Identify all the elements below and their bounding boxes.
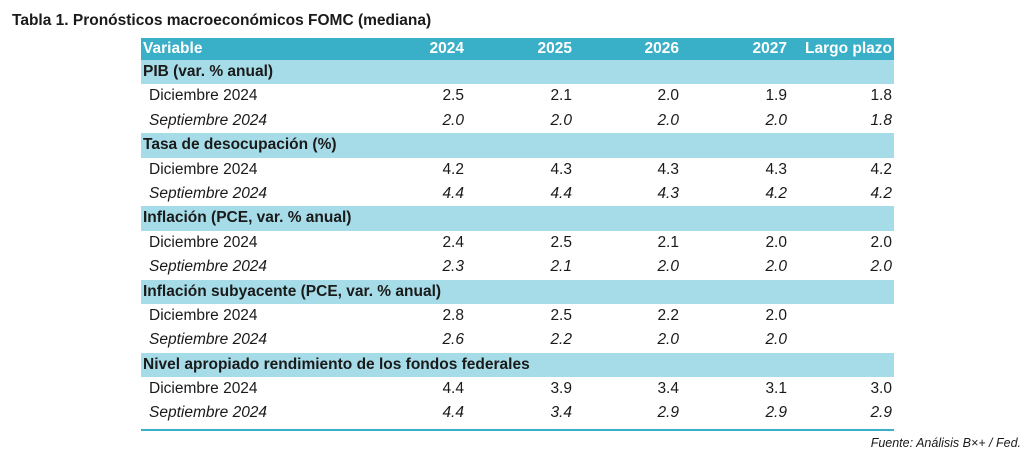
forecast-table: Variable 2024 2025 2026 2027 Largo plazo… xyxy=(141,38,894,431)
table-cell: 2.1 xyxy=(550,87,572,105)
table-cell: 4.3 xyxy=(657,160,679,178)
table-cell: 4.3 xyxy=(550,160,572,178)
table-cell: 2.0 xyxy=(657,111,679,129)
table-row: Diciembre 2024 2.8 2.5 2.2 2.0 xyxy=(141,304,894,328)
table-cell: 4.2 xyxy=(870,160,892,178)
table-cell: 2.0 xyxy=(765,258,787,276)
header-col: 2027 xyxy=(752,40,787,57)
header-col: 2025 xyxy=(537,40,572,57)
row-label: Septiembre 2024 xyxy=(149,331,268,349)
table-cell: 4.4 xyxy=(442,404,464,422)
table-cell: 4.2 xyxy=(870,184,892,202)
table-cell: 2.5 xyxy=(550,306,572,324)
table-cell: 1.8 xyxy=(870,87,892,105)
table-cell: 2.8 xyxy=(442,306,464,324)
section-title: Inflación (PCE, var. % anual) xyxy=(143,209,352,227)
table-row: Septiembre 2024 4.4 4.4 4.3 4.2 4.2 xyxy=(141,182,894,206)
table-cell: 2.9 xyxy=(765,404,787,422)
table-cell: 2.0 xyxy=(870,258,892,276)
table-body: PIB (var. % anual) Diciembre 2024 2.5 2.1 2.… xyxy=(141,60,894,426)
table-row: Diciembre 2024 4.4 3.9 3.4 3.1 3.0 xyxy=(141,377,894,401)
table-cell: 2.0 xyxy=(657,331,679,349)
table-cell: 1.9 xyxy=(765,87,787,105)
source-note: Fuente: Análisis B×+ / Fed. xyxy=(870,436,1021,450)
table-cell: 2.9 xyxy=(870,404,892,422)
table-cell: 2.4 xyxy=(442,233,464,251)
table-row: Diciembre 2024 2.5 2.1 2.0 1.9 1.8 xyxy=(141,84,894,108)
table-cell: 2.3 xyxy=(442,258,464,276)
table-cell: 2.1 xyxy=(550,258,572,276)
table-cell: 4.3 xyxy=(657,184,679,202)
row-label: Septiembre 2024 xyxy=(149,111,268,129)
table-cell: 2.6 xyxy=(442,331,464,349)
table-cell: 2.0 xyxy=(765,111,787,129)
row-label: Diciembre 2024 xyxy=(149,306,258,324)
table-row: Septiembre 2024 2.0 2.0 2.0 2.0 1.8 xyxy=(141,109,894,133)
table-cell: 4.3 xyxy=(765,160,787,178)
section-title: PIB (var. % anual) xyxy=(143,63,274,80)
row-label: Septiembre 2024 xyxy=(149,184,268,202)
table-cell: 3.9 xyxy=(550,380,572,398)
table-cell: 3.1 xyxy=(765,380,787,398)
row-label: Septiembre 2024 xyxy=(149,404,268,422)
table-cell: 4.2 xyxy=(765,184,787,202)
table-title: Tabla 1. Pronósticos macroeconómicos FOM… xyxy=(12,12,432,29)
table-cell: 2.1 xyxy=(657,233,679,251)
table-row: Diciembre 2024 2.4 2.5 2.1 2.0 2.0 xyxy=(141,231,894,255)
header-col: Largo plazo xyxy=(805,40,892,57)
section-row: Nivel apropiado rendimiento de los fondo… xyxy=(141,352,894,378)
table-cell: 3.0 xyxy=(870,380,892,398)
section-title: Nivel apropiado rendimiento de los fondo… xyxy=(143,355,530,373)
table-cell: 4.2 xyxy=(442,160,464,178)
table-cell: 2.2 xyxy=(657,306,679,324)
table-cell: 2.5 xyxy=(550,233,572,251)
table-cell: 2.0 xyxy=(657,87,679,105)
table-cell: 2.0 xyxy=(765,233,787,251)
header-col: 2024 xyxy=(429,40,464,57)
table-cell: 2.0 xyxy=(870,233,892,251)
table-cell: 2.2 xyxy=(550,331,572,349)
section-title: Tasa de desocupación (%) xyxy=(143,136,337,154)
section-row: PIB (var. % anual) xyxy=(141,60,894,85)
table-cell: 3.4 xyxy=(550,404,572,422)
section-row: Tasa de desocupación (%) xyxy=(141,133,894,158)
table-cell: 2.0 xyxy=(765,331,787,349)
table-row: Septiembre 2024 2.6 2.2 2.0 2.0 xyxy=(141,328,894,352)
table-cell: 4.4 xyxy=(442,184,464,202)
table-cell: 2.5 xyxy=(442,87,464,105)
row-label: Diciembre 2024 xyxy=(149,233,258,251)
table-cell: 4.4 xyxy=(442,380,464,398)
section-row: Inflación subyacente (PCE, var. % anual) xyxy=(141,279,894,304)
section-row: Inflación (PCE, var. % anual) xyxy=(141,206,894,231)
section-title: Inflación subyacente (PCE, var. % anual) xyxy=(143,282,442,300)
table-bottom-rule xyxy=(141,428,894,431)
table-row: Diciembre 2024 4.2 4.3 4.3 4.3 4.2 xyxy=(141,158,894,182)
table-cell: 2.0 xyxy=(657,258,679,276)
row-label: Septiembre 2024 xyxy=(149,258,268,276)
table-row: Septiembre 2024 2.3 2.1 2.0 2.0 2.0 xyxy=(141,255,894,279)
row-label: Diciembre 2024 xyxy=(149,160,258,178)
table-cell: 1.8 xyxy=(870,111,892,129)
header-col: 2026 xyxy=(644,40,679,57)
header-variable: Variable xyxy=(143,40,203,57)
table-cell: 3.4 xyxy=(657,380,679,398)
table-cell: 4.4 xyxy=(550,184,572,202)
row-label: Diciembre 2024 xyxy=(149,380,258,398)
table-cell: 2.0 xyxy=(442,111,464,129)
table-header-row: Variable 2024 2025 2026 2027 Largo plazo xyxy=(141,38,894,60)
table-row: Septiembre 2024 4.4 3.4 2.9 2.9 2.9 xyxy=(141,401,894,425)
row-label: Diciembre 2024 xyxy=(149,87,258,105)
table-cell: 2.9 xyxy=(657,404,679,422)
table-cell: 2.0 xyxy=(550,111,572,129)
table-cell: 2.0 xyxy=(765,306,787,324)
